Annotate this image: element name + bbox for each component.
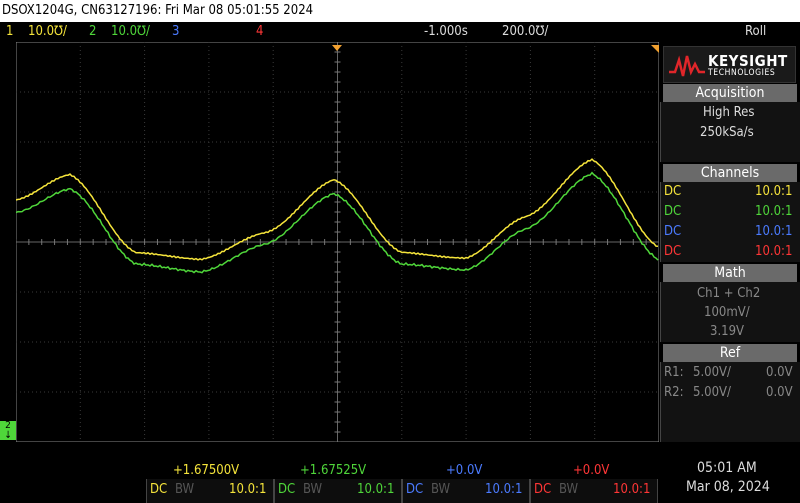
ch3-status-probe: 10.0:1 — [485, 482, 523, 497]
ch3-coupling: DC — [664, 224, 682, 239]
ch2-coupling: DC — [664, 204, 682, 219]
ch1-trace — [16, 158, 659, 261]
ch4-probe: 10.0:1 — [755, 244, 793, 259]
ref-header[interactable]: Ref — [663, 344, 797, 362]
ch4-number[interactable]: 4 — [256, 24, 264, 39]
ch4-coupling: DC — [664, 244, 682, 259]
r2-label: R2: — [664, 385, 684, 400]
ch2-probe: 10.0:1 — [755, 204, 793, 219]
waveform-display[interactable] — [16, 42, 659, 442]
roll-position-marker — [651, 45, 659, 53]
r1-offset: 0.0V — [766, 365, 793, 380]
clock-time: 05:01 AM — [697, 460, 757, 476]
ch2-status-probe: 10.0:1 — [357, 482, 395, 497]
r2-offset: 0.0V — [766, 385, 793, 400]
ch1-status-bw: BW — [175, 482, 195, 497]
ch3-number[interactable]: 3 — [172, 24, 180, 39]
math-scale: 100mV/ — [704, 305, 750, 320]
ch1-offset[interactable]: +1.67500V — [173, 463, 240, 478]
ch4-status-probe: 10.0:1 — [613, 482, 651, 497]
ch2-ground-marker[interactable]: 2 ↓ — [0, 420, 16, 441]
graticule-grid — [16, 42, 659, 442]
ch2-status-coupling: DC — [278, 482, 296, 497]
ch4-status-bw: BW — [559, 482, 579, 497]
acquisition-header[interactable]: Acquisition — [663, 84, 797, 102]
ground-arrow-icon: ↓ — [4, 430, 12, 441]
ch2-trace — [16, 171, 659, 274]
ch3-status-coupling: DC — [406, 482, 424, 497]
time-delay[interactable]: -1.000s — [424, 24, 468, 39]
ch2-status-box[interactable] — [274, 479, 402, 503]
ch1-number[interactable]: 1 — [6, 24, 14, 39]
ch1-coupling: DC — [664, 184, 682, 199]
r1-scale: 5.00V/ — [693, 365, 731, 380]
ch3-status-box[interactable] — [402, 479, 530, 503]
r2-scale: 5.00V/ — [693, 385, 731, 400]
math-offset: 3.19V — [710, 324, 745, 339]
channels-header[interactable]: Channels — [663, 164, 797, 182]
acquisition-mode: High Res — [703, 105, 755, 120]
time-scale[interactable]: 200.0℧/ — [502, 24, 549, 39]
trigger-position-marker[interactable] — [332, 45, 342, 51]
ch2-offset[interactable]: +1.67525V — [300, 463, 367, 478]
ch3-offset[interactable]: +0.0V — [446, 463, 483, 478]
ch2-ground-label: 2 — [5, 420, 11, 431]
ch3-probe: 10.0:1 — [755, 224, 793, 239]
logo-name: KEYSIGHT — [708, 52, 788, 70]
ch3-status-bw: BW — [431, 482, 451, 497]
keysight-logo: KEYSIGHT TECHNOLOGIES — [663, 46, 796, 83]
ch4-offset[interactable]: +0.0V — [573, 463, 610, 478]
sample-rate: 250kSa/s — [700, 125, 754, 140]
keysight-wave-icon — [669, 55, 705, 77]
ch4-status-box[interactable] — [530, 479, 658, 503]
clock-date: Mar 08, 2024 — [686, 479, 770, 495]
ch1-scale[interactable]: 10.0℧/ — [28, 24, 67, 39]
ch1-status-probe: 10.0:1 — [229, 482, 267, 497]
r1-label: R1: — [664, 365, 684, 380]
math-function: Ch1 + Ch2 — [697, 286, 761, 301]
acquisition-box[interactable] — [660, 102, 800, 162]
ch2-number[interactable]: 2 — [89, 24, 97, 39]
window-title: DSOX1204G, CN63127196: Fri Mar 08 05:01:… — [0, 0, 800, 22]
ch1-status-coupling: DC — [150, 482, 168, 497]
logo-subtitle: TECHNOLOGIES — [708, 68, 776, 78]
ch2-scale[interactable]: 10.0℧/ — [111, 24, 150, 39]
ch2-status-bw: BW — [303, 482, 323, 497]
ch4-status-coupling: DC — [534, 482, 552, 497]
math-header[interactable]: Math — [663, 264, 797, 282]
ch1-status-box[interactable] — [146, 479, 274, 503]
ref-box[interactable] — [660, 362, 800, 442]
math-box[interactable] — [660, 282, 800, 342]
ch1-probe: 10.0:1 — [755, 184, 793, 199]
channel-bar: 1 10.0℧/ 2 10.0℧/ 3 4 -1.000s 200.0℧/ Ro… — [0, 22, 800, 42]
acquisition-mode-roll[interactable]: Roll — [745, 24, 767, 39]
channels-box[interactable] — [660, 182, 800, 262]
